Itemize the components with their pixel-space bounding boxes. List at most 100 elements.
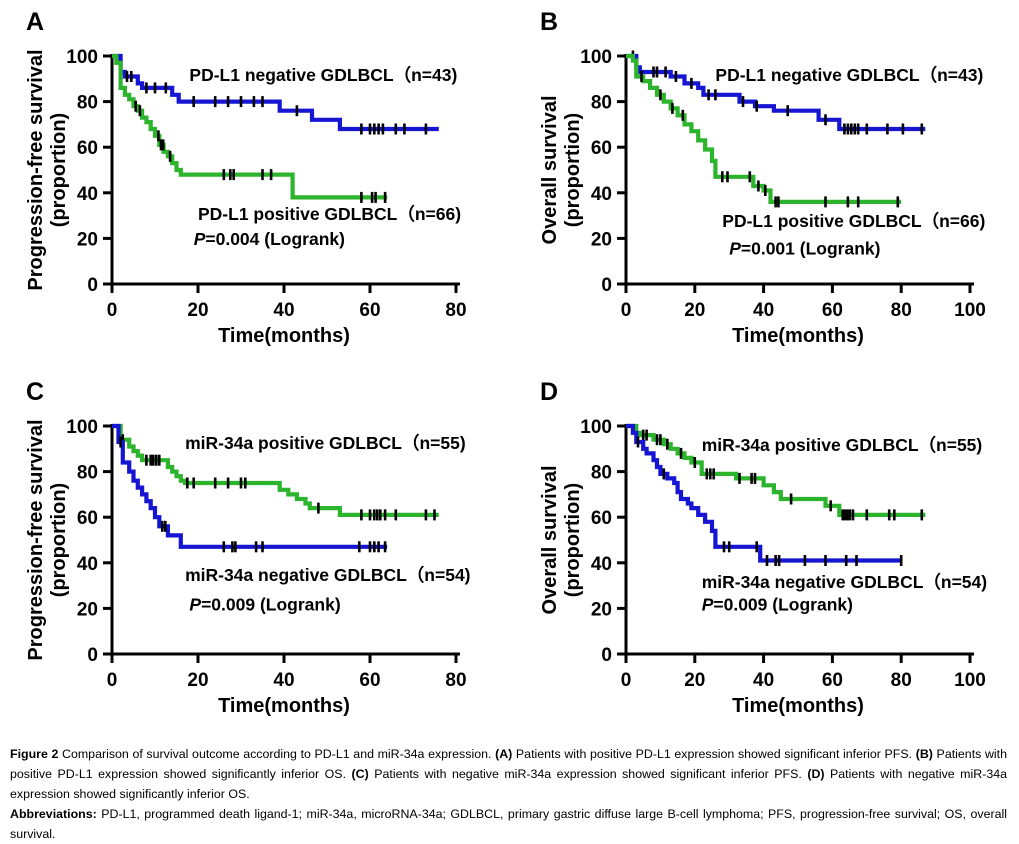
panel-label-b: B	[540, 8, 559, 36]
km-curve	[626, 423, 902, 563]
x-tick-label: 20	[684, 300, 705, 321]
y-tick-label: 0	[601, 275, 612, 296]
x-axis-title: Time(months)	[218, 695, 350, 717]
x-tick-label: 40	[753, 300, 774, 321]
caption-segment: Comparison of survival outcome according…	[58, 747, 496, 761]
x-tick-label: 40	[273, 670, 294, 691]
panel-label-c: C	[26, 378, 45, 406]
y-axis-title: Progression-free survival(proportion)	[25, 49, 70, 290]
y-tick-label: 60	[591, 138, 612, 159]
y-tick-label: 80	[77, 93, 98, 114]
series-label: PD-L1 positive GDLBCL（n=66)	[198, 204, 461, 224]
panel-d: D 0 20 40 60 80 100 0 20 40 60 80 100 Time(months) Ov…	[514, 374, 1019, 732]
y-axis-title: Overall survival(proportion)	[539, 466, 584, 615]
y-tick-label: 40	[77, 554, 98, 575]
caption-segment: Patients with positive PD-L1 expression …	[10, 747, 1007, 782]
y-tick-label: 0	[601, 645, 612, 666]
caption-abbreviations-text: Abbreviations: PD-L1, programmed death l…	[10, 804, 1007, 844]
km-chart-b-os-pdl1: 0 20 40 60 80 100 0 20 40 60 80 100 Time(months) Over…	[539, 47, 986, 347]
y-tick-label: 100	[580, 47, 612, 68]
km-curve	[626, 53, 902, 204]
panel-a: A 0 20 40 60 80 100 0 20 40 60 80 Time(months) Progr…	[0, 4, 505, 362]
x-tick-label: 80	[445, 670, 466, 691]
x-tick-label: 80	[445, 300, 466, 321]
panel-label-d: D	[540, 378, 559, 406]
p-value-label: P=0.009 (Logrank)	[189, 595, 340, 615]
series-label: miR-34a positive GDLBCL（n=55)	[702, 435, 983, 455]
x-axis-title: Time(months)	[218, 325, 350, 347]
caption-segment: Patients with negative miR-34a expressio…	[368, 767, 808, 782]
x-axis-title: Time(months)	[732, 695, 864, 717]
caption-segment: PD-L1, programmed death ligand-1; miR-34…	[10, 807, 1007, 842]
series-label: miR-34a positive GDLBCL（n=55)	[185, 433, 466, 453]
axes	[624, 424, 974, 656]
km-curve	[626, 423, 926, 517]
caption-segment: Patients with negative miR-34a expressio…	[10, 767, 1007, 802]
caption-segment: (C)	[351, 767, 369, 782]
y-tick-label: 20	[77, 229, 98, 250]
y-tick-label: 60	[591, 508, 612, 529]
y-axis-title: Progression-free survival(proportion)	[25, 419, 70, 660]
y-tick-label: 20	[77, 599, 98, 620]
km-chart-d-os-mir34a: 0 20 40 60 80 100 0 20 40 60 80 100 Time(months) Over…	[539, 417, 987, 717]
x-tick-label: 60	[822, 670, 843, 691]
x-tick-label: 20	[187, 670, 208, 691]
caption-segment: Patients with positive PD-L1 expression …	[512, 747, 916, 761]
y-tick-label: 80	[77, 463, 98, 484]
figure-caption: Figure 2 Comparison of survival outcome …	[10, 744, 1007, 844]
series-label: PD-L1 positive GDLBCL（n=66)	[722, 211, 985, 231]
caption-segment: Figure 2	[10, 747, 59, 761]
km-curve	[626, 53, 926, 132]
panels-grid: A 0 20 40 60 80 100 0 20 40 60 80 Time(months) Progr…	[0, 4, 1019, 732]
x-tick-label: 0	[621, 300, 632, 321]
y-tick-label: 100	[66, 417, 98, 438]
panel-c: C 0 20 40 60 80 100 0 20 40 60 80 Time(months) Progr…	[0, 374, 505, 732]
y-tick-label: 40	[591, 554, 612, 575]
y-tick-label: 0	[87, 275, 98, 296]
y-tick-label: 20	[591, 229, 612, 250]
series-label: miR-34a negative GDLBCL（n=54)	[185, 565, 470, 585]
panel-b: B 0 20 40 60 80 100 0 20 40 60 80 100 Time(months) Ov…	[514, 4, 1019, 362]
panel-label-a: A	[26, 8, 45, 36]
y-tick-label: 40	[591, 184, 612, 205]
x-tick-label: 100	[954, 670, 986, 691]
x-tick-label: 80	[891, 300, 912, 321]
x-tick-label: 20	[187, 300, 208, 321]
y-tick-label: 60	[77, 508, 98, 529]
km-curve	[112, 53, 388, 200]
series-label: PD-L1 negative GDLBCL（n=43)	[189, 65, 457, 85]
y-tick-label: 60	[77, 138, 98, 159]
km-curve	[112, 53, 439, 132]
x-tick-label: 40	[753, 670, 774, 691]
series-label: miR-34a negative GDLBCL（n=54)	[702, 572, 987, 592]
x-tick-label: 20	[684, 670, 705, 691]
y-axis-title: Overall survival(proportion)	[539, 96, 584, 245]
y-tick-label: 100	[580, 417, 612, 438]
x-tick-label: 0	[107, 300, 118, 321]
x-tick-label: 40	[273, 300, 294, 321]
y-tick-label: 80	[591, 93, 612, 114]
x-tick-label: 100	[954, 300, 986, 321]
caption-figure-text: Figure 2 Comparison of survival outcome …	[10, 744, 1007, 804]
km-chart-c-pfs-mir34a: 0 20 40 60 80 100 0 20 40 60 80 Time(months) Progres…	[25, 417, 471, 717]
x-tick-label: 80	[891, 670, 912, 691]
y-tick-label: 40	[77, 184, 98, 205]
caption-segment: (D)	[807, 767, 825, 782]
caption-segment: (A)	[495, 747, 513, 761]
km-chart-a-pfs-pdl1: 0 20 40 60 80 100 0 20 40 60 80 Time(months) Progres…	[25, 47, 467, 347]
x-tick-label: 0	[107, 670, 118, 691]
series-label: PD-L1 negative GDLBCL（n=43)	[715, 65, 983, 85]
caption-segment: Abbreviations:	[10, 807, 97, 822]
caption-segment: (B)	[915, 747, 933, 761]
km-curve	[112, 423, 439, 517]
x-tick-label: 60	[359, 300, 380, 321]
y-tick-label: 0	[87, 645, 98, 666]
x-tick-label: 60	[822, 300, 843, 321]
x-tick-label: 0	[621, 670, 632, 691]
x-axis-title: Time(months)	[732, 325, 864, 347]
p-value-label: P=0.001 (Logrank)	[729, 238, 880, 258]
p-value-label: P=0.004 (Logrank)	[194, 229, 345, 249]
y-tick-label: 20	[591, 599, 612, 620]
y-tick-label: 80	[591, 463, 612, 484]
